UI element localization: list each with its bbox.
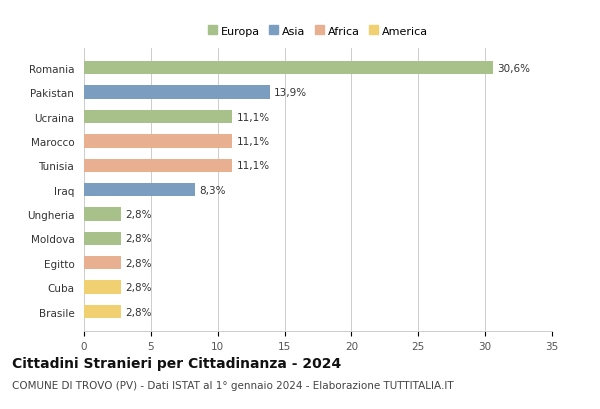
Text: 2,8%: 2,8% [125,234,152,244]
Text: COMUNE DI TROVO (PV) - Dati ISTAT al 1° gennaio 2024 - Elaborazione TUTTITALIA.I: COMUNE DI TROVO (PV) - Dati ISTAT al 1° … [12,380,454,390]
Bar [84,281,121,294]
Bar [84,305,121,319]
Text: 30,6%: 30,6% [497,64,530,74]
Text: 11,1%: 11,1% [236,137,269,146]
Text: 11,1%: 11,1% [236,161,269,171]
Bar [84,135,232,148]
Bar [84,62,493,75]
Text: 2,8%: 2,8% [125,307,152,317]
Bar [84,256,121,270]
Text: 11,1%: 11,1% [236,112,269,122]
Bar [84,232,121,245]
Text: 13,9%: 13,9% [274,88,307,98]
Text: 8,3%: 8,3% [199,185,226,195]
Bar [84,159,232,173]
Legend: Europa, Asia, Africa, America: Europa, Asia, Africa, America [208,27,428,36]
Text: 2,8%: 2,8% [125,209,152,220]
Text: 2,8%: 2,8% [125,258,152,268]
Bar [84,208,121,221]
Bar [84,86,270,100]
Text: Cittadini Stranieri per Cittadinanza - 2024: Cittadini Stranieri per Cittadinanza - 2… [12,356,341,370]
Bar [84,184,195,197]
Text: 2,8%: 2,8% [125,283,152,292]
Bar [84,110,232,124]
